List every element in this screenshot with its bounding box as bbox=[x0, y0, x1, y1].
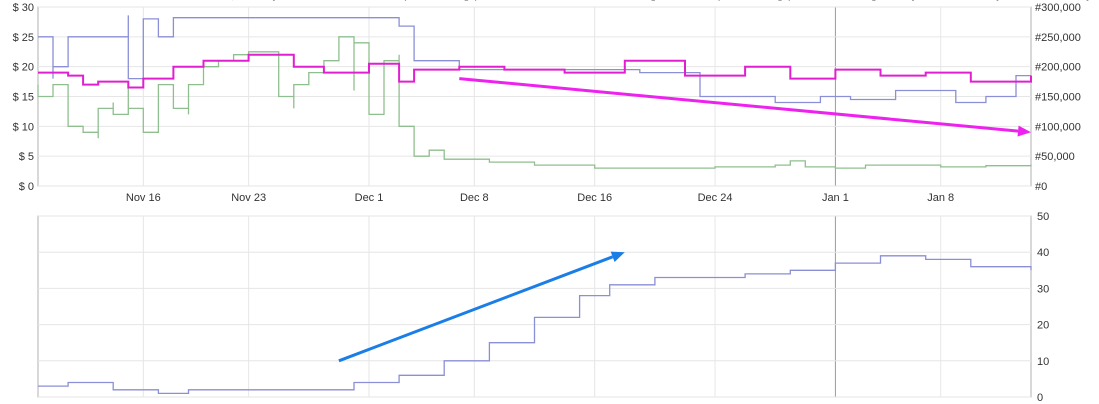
series-line-offer-count bbox=[38, 255, 1032, 395]
legend-item: Average 30 Days: $ 20.73 · 90 Days: $ 19… bbox=[845, 0, 1099, 2]
x-tick-label: Jan 1 bbox=[822, 192, 849, 204]
x-tick-label: Nov 23 bbox=[231, 192, 266, 204]
y-left-tick-label: $ 30 bbox=[13, 2, 34, 14]
y-right-tick-label: 40 bbox=[1037, 247, 1049, 259]
series-line-sales-rank bbox=[38, 53, 1032, 89]
y-left-tick-label: $ 10 bbox=[13, 121, 34, 133]
x-tick-label: Dec 8 bbox=[460, 192, 489, 204]
legend-area: New, 3rd Party FBA Lowest: $ 9.95 (24 min… bbox=[212, 0, 1099, 2]
plot-frame bbox=[37, 215, 1032, 398]
y-right-tick-label: #100,000 bbox=[1035, 121, 1081, 133]
annotation-arrow-head bbox=[610, 251, 625, 262]
y-right-tick-label: #50,000 bbox=[1035, 151, 1075, 163]
x-tick-label: Dec 16 bbox=[577, 192, 612, 204]
annotation-arrow-line bbox=[338, 255, 614, 363]
y-left-tick-label: $ 20 bbox=[13, 62, 34, 74]
y-left-tick-label: $ 25 bbox=[13, 32, 34, 44]
x-tick-label: Nov 16 bbox=[126, 192, 161, 204]
price-rank-chart: $ 0 $ 5 $ 10 $ 15 $ 20 $ 25 $ 30 #0 #50,000 #100,… bbox=[13, 2, 1081, 204]
y-right-tick-label: #0 bbox=[1035, 181, 1047, 193]
series-line-new-3p bbox=[38, 15, 1031, 104]
x-tick-label: Dec 24 bbox=[698, 192, 733, 204]
y-left-tick-label: $ 0 bbox=[19, 181, 34, 193]
y-right-tick-label: 10 bbox=[1037, 356, 1049, 368]
x-tick-label: Dec 1 bbox=[355, 192, 384, 204]
x-tick-label: Jan 8 bbox=[927, 192, 954, 204]
y-right-tick-label: #300,000 bbox=[1035, 2, 1081, 14]
y-right-tick-label: 0 bbox=[1037, 392, 1043, 404]
y-right-tick-label: #200,000 bbox=[1035, 62, 1081, 74]
offer-count-chart: 0 10 20 30 40 50 bbox=[37, 211, 1049, 404]
annotation-arrow-line bbox=[459, 77, 1019, 133]
legend-item: Current: $ 15.99 bbox=[529, 0, 602, 2]
series-line-amazon bbox=[37, 36, 1032, 169]
y-left-tick-label: $ 5 bbox=[19, 151, 34, 163]
y-right-tick-label: 30 bbox=[1037, 283, 1049, 295]
y-left-tick-label: $ 15 bbox=[13, 92, 34, 104]
y-right-tick-label: #150,000 bbox=[1035, 92, 1081, 104]
annotation-arrow-head bbox=[1017, 125, 1031, 137]
y-right-tick-label: 50 bbox=[1037, 211, 1049, 223]
legend-item: Highest: $ 28.95 (30 minutes ago) bbox=[641, 0, 792, 2]
legend-item: Lowest: $ 9.95 (24 minutes ago) bbox=[335, 0, 478, 2]
legend-item: New, 3rd Party FBA bbox=[212, 0, 300, 2]
y-right-tick-label: 20 bbox=[1037, 320, 1049, 332]
y-right-tick-label: #250,000 bbox=[1035, 32, 1081, 44]
